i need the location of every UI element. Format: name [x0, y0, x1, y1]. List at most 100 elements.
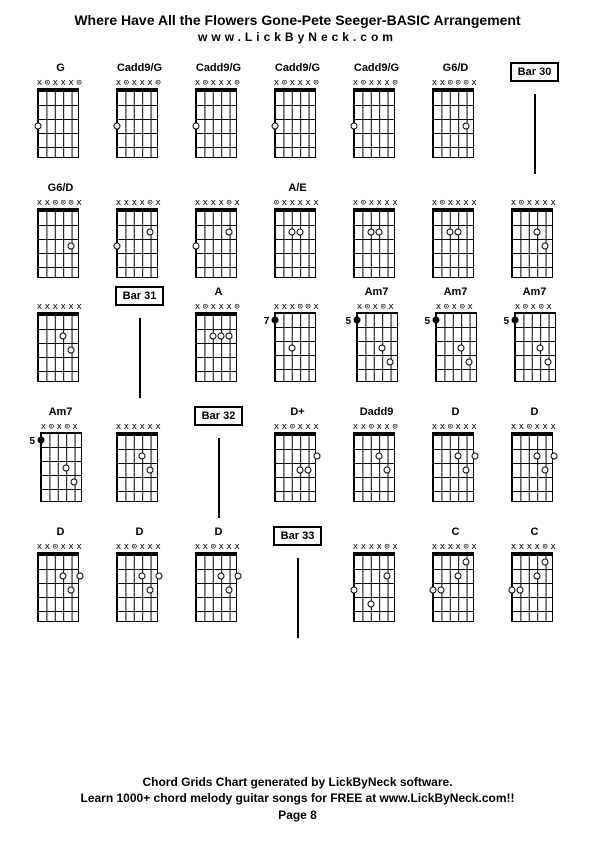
chord-cell: Am75x⊙x⊙x	[498, 286, 571, 398]
chord-diagram: ⊙xxxxx	[274, 198, 322, 278]
finger-dot-open	[296, 229, 303, 236]
chord-label: C	[531, 526, 539, 540]
finger-dot-open	[429, 587, 436, 594]
chord-label: Cadd9/G	[354, 62, 399, 76]
finger-dot-open	[209, 333, 216, 340]
fretboard	[432, 552, 474, 622]
finger-dot-open	[438, 587, 445, 594]
fret-position: 7	[264, 316, 270, 327]
chord-label: D+	[290, 406, 304, 420]
chord-label: G6/D	[48, 182, 74, 196]
fretboard	[195, 88, 237, 158]
string-markers: xx⊙xxx	[274, 422, 322, 432]
fretboard	[432, 208, 474, 278]
string-markers: xx⊙⊙⊙x	[37, 198, 85, 208]
finger-dot-open	[226, 587, 233, 594]
chord-diagram: x⊙xxx⊙	[195, 302, 243, 382]
string-markers: xx⊙xxx	[432, 422, 480, 432]
chord-diagram: x⊙xxxx	[511, 198, 559, 278]
chord-cell: Cadd9/Gx⊙xxx⊙	[261, 62, 334, 174]
chord-diagram: xxxx⊙x	[432, 542, 480, 622]
finger-dot-open	[68, 243, 75, 250]
finger-dot-open	[454, 573, 461, 580]
chord-label	[454, 182, 457, 196]
barline-icon	[534, 94, 536, 174]
fretboard	[116, 208, 158, 278]
chord-cell: Am75x⊙x⊙x	[419, 286, 492, 398]
string-markers: x⊙xxx⊙	[274, 78, 322, 88]
fretboard	[514, 312, 556, 382]
chord-diagram: xxxx⊙x	[195, 198, 243, 278]
finger-dot-open	[288, 345, 295, 352]
bar-label: Bar 32	[194, 406, 244, 426]
chord-cell: Dxx⊙xxx	[498, 406, 571, 518]
fretboard	[195, 552, 237, 622]
finger-dot-open	[384, 573, 391, 580]
string-markers: x⊙xxx⊙	[37, 78, 85, 88]
fretboard	[274, 208, 316, 278]
fretboard	[432, 432, 474, 502]
finger-dot-open	[542, 559, 549, 566]
finger-dot-open	[226, 229, 233, 236]
chord-diagram: x⊙xxxx	[353, 198, 401, 278]
finger-dot-open	[234, 573, 241, 580]
finger-dot-open	[533, 453, 540, 460]
bar-label: Bar 31	[115, 286, 165, 306]
fretboard	[274, 312, 316, 382]
chord-cell: xxxx⊙x	[182, 182, 255, 278]
bar-label: Bar 30	[510, 62, 560, 82]
chord-cell: A/E⊙xxxxx	[261, 182, 334, 278]
chord-diagram: xx⊙xxx	[274, 422, 322, 502]
fretboard	[435, 312, 477, 382]
finger-dot	[432, 317, 439, 324]
string-markers: xxxx⊙x	[353, 542, 401, 552]
fretboard	[511, 432, 553, 502]
finger-dot-open	[350, 123, 357, 130]
finger-dot	[271, 317, 278, 324]
fret-position: 5	[30, 436, 36, 447]
chord-label: D	[531, 406, 539, 420]
chord-label: Am7	[365, 286, 389, 300]
chord-cell: Cxxxx⊙x	[419, 526, 492, 638]
chord-cell: 7xxx⊙⊙x	[261, 286, 334, 398]
finger-dot-open	[217, 333, 224, 340]
string-markers: x⊙xxxx	[511, 198, 559, 208]
fretboard	[353, 208, 395, 278]
chord-diagram: xx⊙xx⊙	[353, 422, 401, 502]
chord-label	[138, 182, 141, 196]
finger-dot-open	[387, 359, 394, 366]
chord-diagram: xxxxxx	[37, 302, 85, 382]
chord-label	[375, 526, 378, 540]
chord-diagram: xx⊙⊙⊙x	[37, 198, 85, 278]
string-markers: xx⊙xxx	[195, 542, 243, 552]
chord-cell: Cadd9/Gx⊙xxx⊙	[103, 62, 176, 174]
chord-label: Cadd9/G	[196, 62, 241, 76]
chord-label: Cadd9/G	[117, 62, 162, 76]
barline-icon	[139, 318, 141, 398]
finger-dot-open	[367, 601, 374, 608]
fretboard	[353, 88, 395, 158]
page-subtitle: www.LickByNeck.com	[0, 30, 595, 44]
fretboard	[356, 312, 398, 382]
finger-dot-open	[68, 347, 75, 354]
chord-diagram: x⊙xxx⊙	[195, 78, 243, 158]
finger-dot-open	[147, 467, 154, 474]
finger-dot-open	[71, 479, 78, 486]
finger-dot	[353, 317, 360, 324]
chord-label: G6/D	[443, 62, 469, 76]
finger-dot-open	[147, 587, 154, 594]
string-markers: xxxx⊙x	[511, 542, 559, 552]
chord-diagram: xxxx⊙x	[116, 198, 164, 278]
chord-cell: xxxx⊙x	[340, 526, 413, 638]
string-markers: x⊙xxxx	[432, 198, 480, 208]
fret-position: 5	[504, 316, 510, 327]
finger-dot-open	[113, 123, 120, 130]
finger-dot-open	[517, 587, 524, 594]
string-markers: x⊙x⊙x	[514, 302, 556, 312]
finger-dot-open	[545, 359, 552, 366]
finger-dot-open	[375, 229, 382, 236]
string-markers: x⊙xxx⊙	[195, 78, 243, 88]
chord-cell: x⊙xxxx	[498, 182, 571, 278]
finger-dot-open	[113, 243, 120, 250]
string-markers: x⊙x⊙x	[435, 302, 477, 312]
